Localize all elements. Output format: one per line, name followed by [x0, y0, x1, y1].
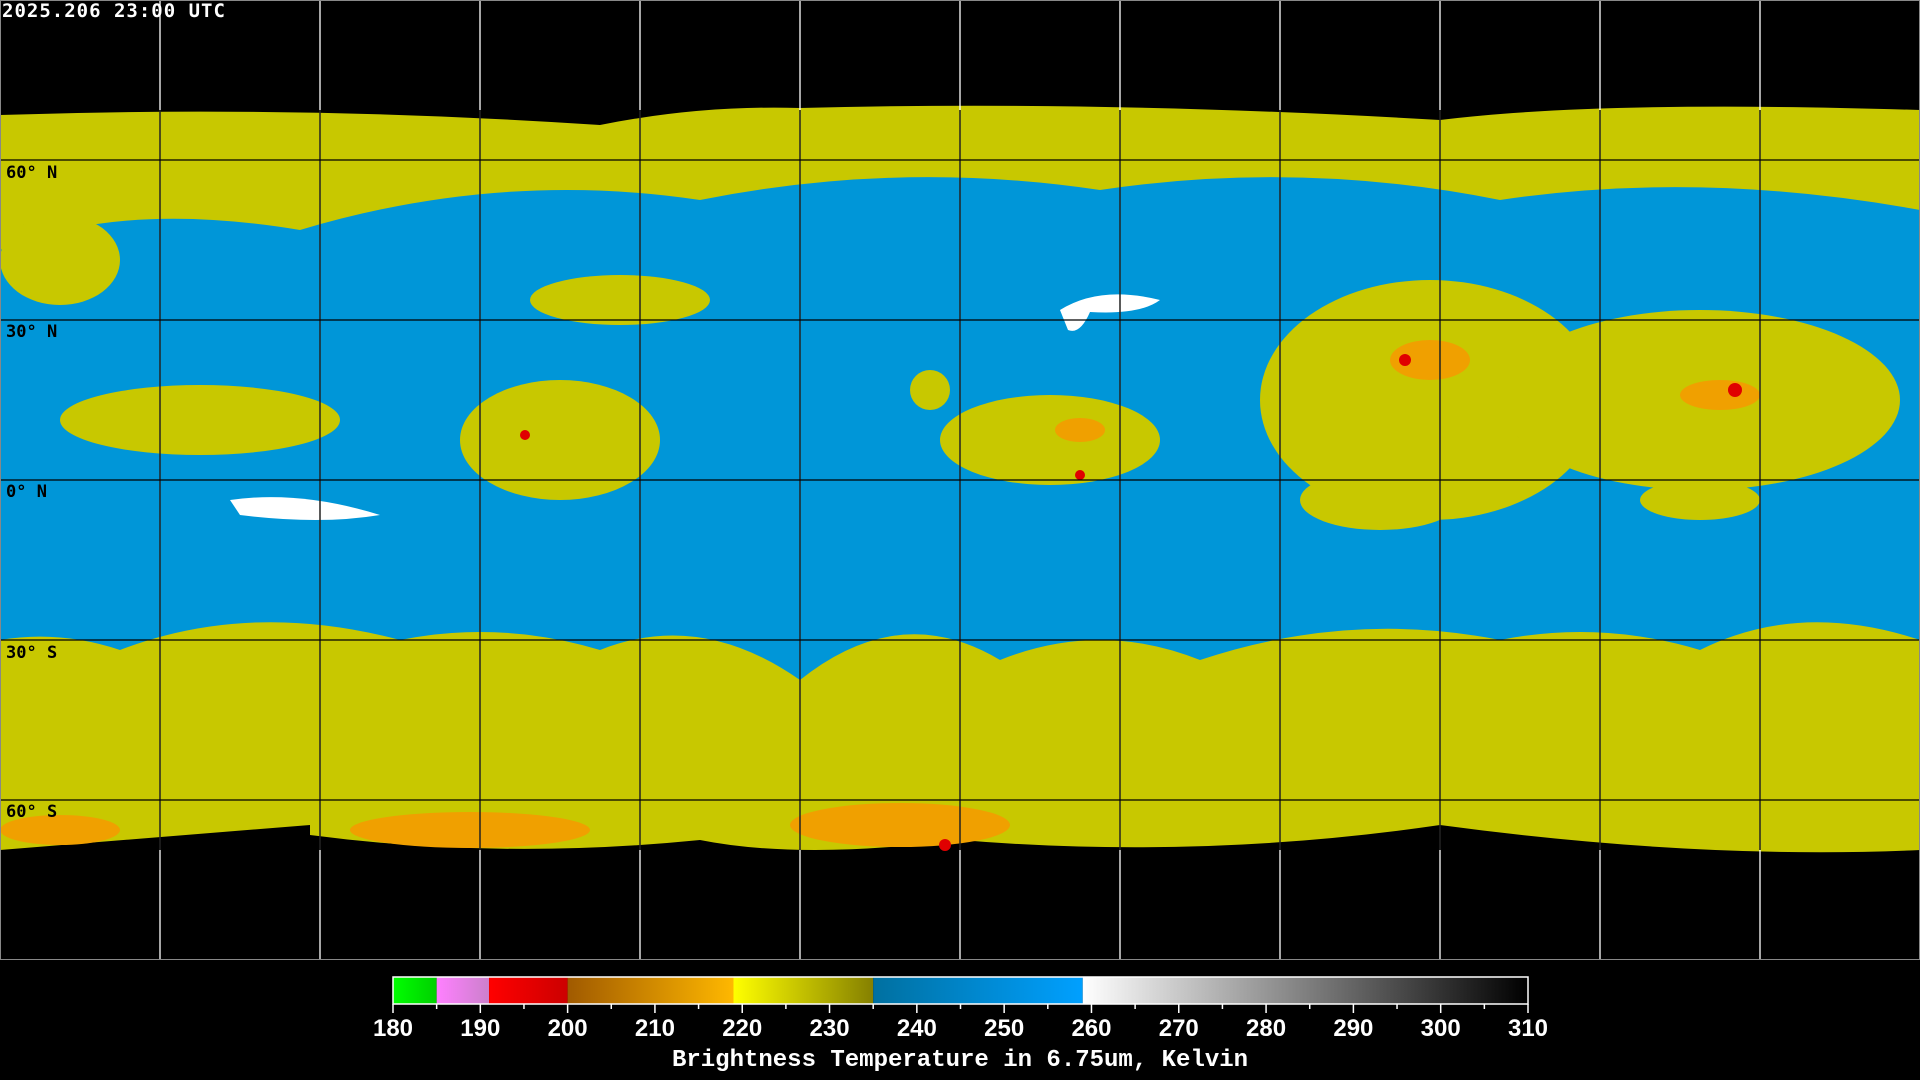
colorbar-segment: [873, 977, 1083, 1004]
colorbar-segment: [1082, 977, 1528, 1004]
colorbar-tick-label: 190: [460, 1015, 500, 1042]
timestamp: 2025.206 23:00 UTC: [2, 0, 226, 22]
colorbar-tick-label: 300: [1421, 1015, 1461, 1042]
colorbar-segment: [733, 977, 874, 1004]
colorbar-tick-label: 290: [1333, 1015, 1373, 1042]
colorbar-segment: [567, 977, 734, 1004]
colorbar-tick-label: 270: [1159, 1015, 1199, 1042]
colorbar-tick-label: 250: [984, 1015, 1024, 1042]
colorbar-segment: [489, 977, 568, 1004]
colorbar-tick-label: 230: [810, 1015, 850, 1042]
water-vapor-map: [0, 0, 1920, 960]
colorbar-tick-label: 310: [1508, 1015, 1548, 1042]
lat-label-0n: 0° N: [6, 482, 47, 502]
colorbar-tick-label: 260: [1071, 1015, 1111, 1042]
lat-label-30n: 30° N: [6, 322, 58, 342]
colorbar-tick-label: 210: [635, 1015, 675, 1042]
colorbar-segment: [393, 977, 437, 1004]
lat-label-30s: 30° S: [6, 643, 58, 663]
colorbar-segment: [436, 977, 490, 1004]
colorbar-tick-label: 180: [373, 1015, 413, 1042]
colorbar-title: Brightness Temperature in 6.75um, Kelvin: [671, 1047, 1249, 1074]
colorbar-tick-label: 280: [1246, 1015, 1286, 1042]
lat-label-60n: 60° N: [6, 163, 58, 183]
colorbar-tick-label: 240: [897, 1015, 937, 1042]
colorbar: 180 190 200 210 220 230 240 250 260 270 280 290 300 3…: [373, 976, 1548, 1042]
colorbar-tick-label: 200: [548, 1015, 588, 1042]
lat-lon-grid: [0, 0, 1920, 960]
lat-label-60s: 60° S: [6, 802, 58, 822]
colorbar-tick-label: 220: [722, 1015, 762, 1042]
